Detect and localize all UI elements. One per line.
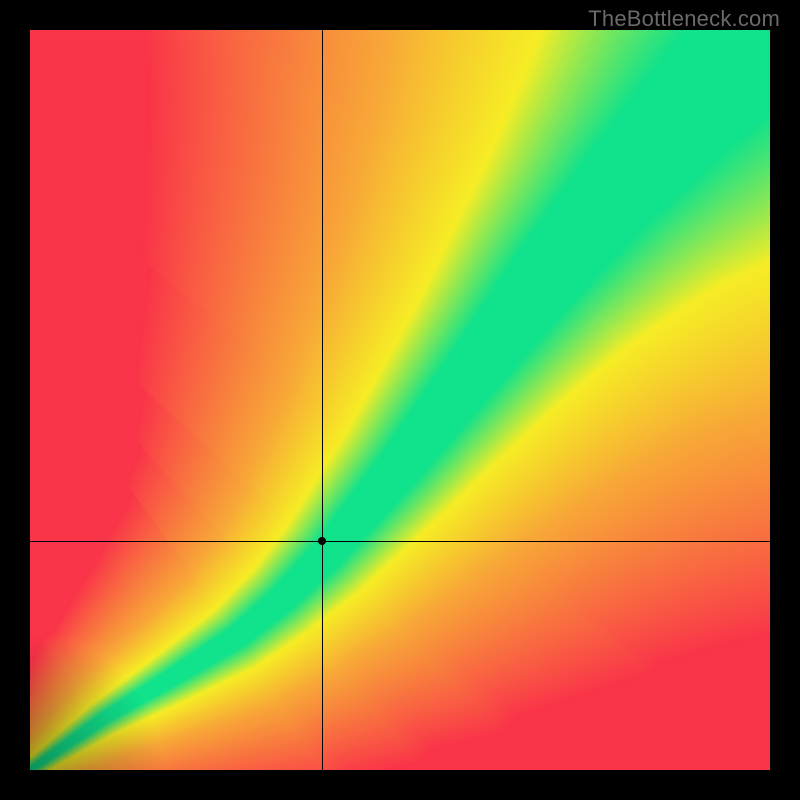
heatmap-canvas (30, 30, 770, 770)
watermark-text: TheBottleneck.com (588, 6, 780, 32)
chart-frame: TheBottleneck.com (0, 0, 800, 800)
plot-area (30, 30, 770, 770)
crosshair-horizontal (30, 541, 770, 542)
crosshair-vertical (322, 30, 323, 770)
data-point-marker (318, 537, 326, 545)
